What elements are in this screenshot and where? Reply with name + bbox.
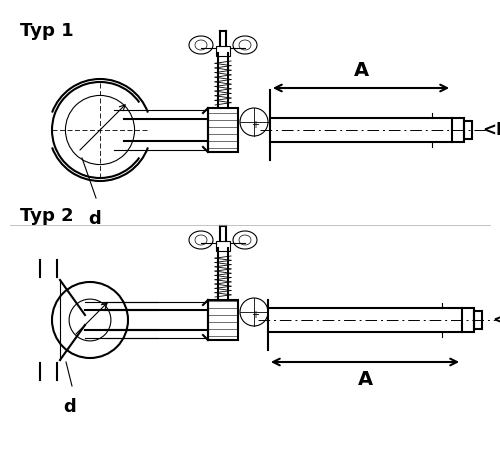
Bar [216,241,230,251]
Bar [452,118,464,142]
Text: +: + [251,120,259,130]
Text: A: A [358,370,372,389]
Text: A: A [354,61,368,80]
Bar [462,308,474,332]
Text: Typ 2: Typ 2 [20,207,74,225]
Text: Typ 1: Typ 1 [20,22,74,40]
Text: +: + [251,310,259,320]
Bar [464,121,472,139]
Bar [208,300,238,340]
Text: <D: <D [482,121,500,139]
Bar [216,46,230,56]
Text: d: d [64,398,76,416]
Text: d: d [88,210,102,228]
Bar [474,311,482,329]
Text: <D: <D [492,311,500,329]
Bar [208,108,238,152]
